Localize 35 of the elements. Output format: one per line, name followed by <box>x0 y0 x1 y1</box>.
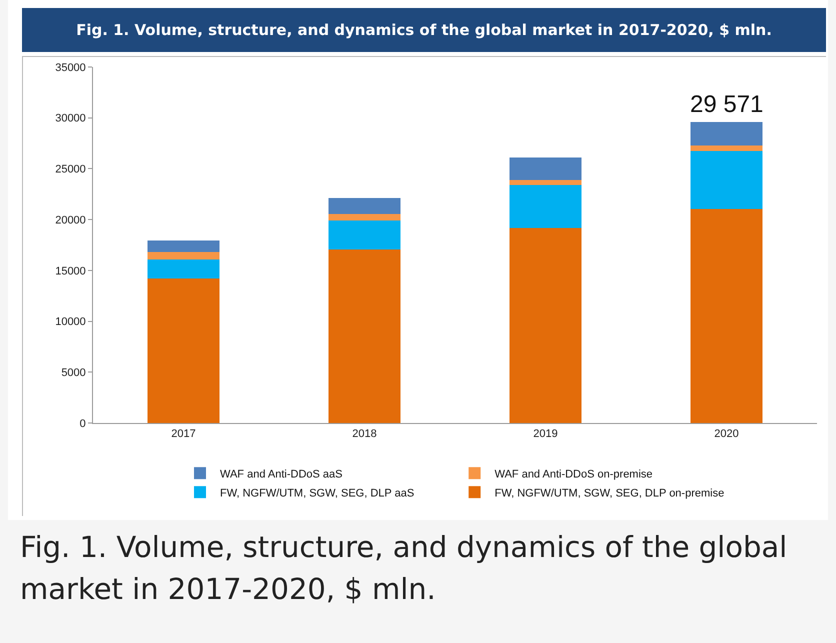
y-tick-label: 10000 <box>55 316 86 328</box>
legend-label: WAF and Anti-DDoS on-premise <box>494 468 653 480</box>
bar <box>328 250 401 423</box>
bar <box>509 184 582 228</box>
legend-label: FW, NGFW/UTM, SGW, SEG, DLP on-premise <box>494 487 724 500</box>
y-tick-label: 30000 <box>55 112 86 125</box>
bar <box>328 198 401 214</box>
y-tick-label: 5000 <box>61 366 86 379</box>
bar <box>147 260 220 279</box>
y-tick-label: 35000 <box>55 62 86 74</box>
bar <box>147 240 220 252</box>
x-tick-label: 2018 <box>352 428 377 440</box>
total-label: 29 571 <box>690 91 764 118</box>
y-tick-label: 20000 <box>55 214 86 226</box>
bar <box>509 228 582 423</box>
bar <box>328 214 401 220</box>
x-tick-label: 2020 <box>714 428 739 440</box>
bar <box>690 208 763 423</box>
legend-label: WAF and Anti-DDoS aaS <box>220 468 342 480</box>
bar <box>509 180 582 185</box>
bar <box>690 151 763 209</box>
bar <box>509 158 582 180</box>
legend-label: FW, NGFW/UTM, SGW, SEG, DLP aaS <box>220 487 414 500</box>
caption: Fig. 1. Volume, structure, and dynamics of the global market in 2017-2020, $ mln. <box>20 529 788 608</box>
bar <box>690 122 763 146</box>
y-tick-label: 15000 <box>55 265 86 278</box>
bar <box>147 252 220 260</box>
y-tick-label: 25000 <box>55 164 86 176</box>
bar <box>690 146 763 152</box>
y-tick-label: 0 <box>80 418 86 430</box>
bar <box>328 220 401 250</box>
x-tick-label: 2017 <box>171 428 196 440</box>
bar <box>147 278 220 423</box>
chart-title: Fig. 1. Volume, structure, and dynamics of the global market in 2017-2020, $ mln. <box>22 8 826 52</box>
x-tick-label: 2019 <box>533 428 558 440</box>
